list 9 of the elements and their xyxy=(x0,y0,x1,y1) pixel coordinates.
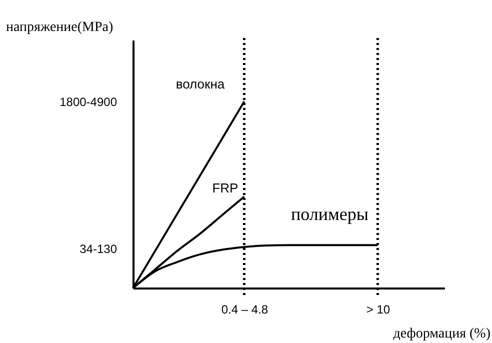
x-tick-label: > 10 xyxy=(366,302,390,316)
text: напряжение(MPa) xyxy=(6,20,114,35)
series-label: волокна xyxy=(176,76,226,92)
x-tick-label: 0.4 – 4.8 xyxy=(221,302,268,316)
text: 1800-4900 xyxy=(60,95,118,109)
x-axis-title: деформация (%) xyxy=(393,326,491,342)
series-label: FRP xyxy=(212,180,238,196)
text: 34-130 xyxy=(80,242,118,256)
series-label: полимеры xyxy=(290,204,368,224)
